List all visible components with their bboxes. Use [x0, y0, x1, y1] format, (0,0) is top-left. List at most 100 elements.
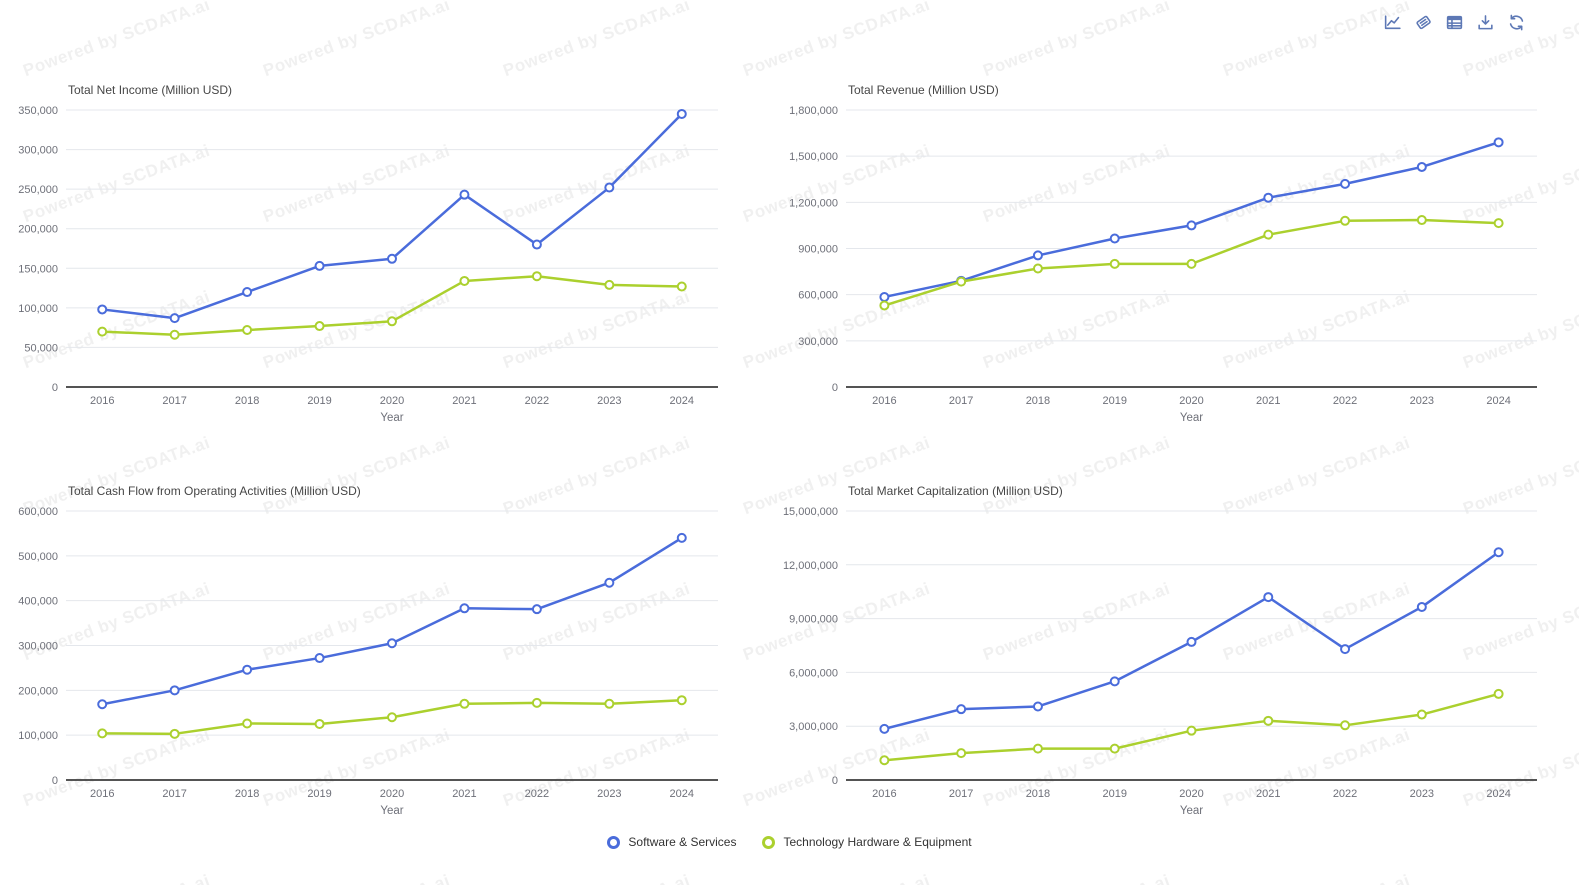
- data-view-icon[interactable]: [1445, 13, 1464, 32]
- data-point[interactable]: [169, 329, 180, 340]
- series-technology-hardware-equipment: [97, 271, 687, 340]
- data-point[interactable]: [387, 712, 397, 723]
- data-point[interactable]: [242, 287, 253, 298]
- legend-label: Technology Hardware & Equipment: [783, 835, 972, 849]
- data-point[interactable]: [97, 728, 108, 739]
- watermark-text: Powered by SCDATA.ai: [1221, 871, 1413, 885]
- chart-text: Year: [380, 805, 403, 817]
- data-point[interactable]: [1493, 218, 1504, 229]
- data-point[interactable]: [676, 532, 687, 543]
- data-point[interactable]: [1340, 178, 1351, 189]
- chart-text: 2022: [1333, 788, 1357, 800]
- data-point[interactable]: [879, 755, 890, 766]
- data-point[interactable]: [387, 316, 397, 327]
- data-point[interactable]: [1263, 592, 1274, 603]
- data-point[interactable]: [1493, 547, 1504, 558]
- data-point[interactable]: [1416, 215, 1427, 226]
- legend-item-technology-hardware-equipment[interactable]: Technology Hardware & Equipment: [762, 835, 972, 849]
- download-icon[interactable]: [1476, 13, 1495, 32]
- data-point[interactable]: [1109, 233, 1120, 244]
- data-point[interactable]: [1109, 743, 1120, 754]
- data-point[interactable]: [604, 698, 615, 709]
- data-point[interactable]: [676, 695, 687, 706]
- data-point[interactable]: [97, 304, 108, 315]
- chart-text: 100,000: [18, 730, 58, 742]
- chart-net-income[interactable]: Total Net Income (Million USD) 0 50,000 100…: [0, 60, 762, 442]
- data-point[interactable]: [1032, 701, 1043, 712]
- chart-text: Total Market Capitalization (Million USD…: [848, 484, 1063, 498]
- data-point[interactable]: [1109, 258, 1120, 269]
- data-point[interactable]: [1109, 676, 1120, 687]
- data-point[interactable]: [1493, 137, 1504, 148]
- data-point[interactable]: [314, 260, 325, 271]
- data-point[interactable]: [676, 281, 687, 292]
- data-point[interactable]: [1416, 161, 1427, 172]
- chart-text: 400,000: [18, 596, 58, 608]
- data-point[interactable]: [459, 189, 470, 200]
- data-point[interactable]: [242, 718, 253, 729]
- data-point[interactable]: [242, 325, 253, 336]
- refresh-icon[interactable]: [1507, 13, 1526, 32]
- data-point[interactable]: [459, 698, 470, 709]
- data-point[interactable]: [1340, 644, 1351, 655]
- chart-text: 0: [52, 382, 58, 394]
- legend-item-software-services[interactable]: Software & Services: [607, 835, 736, 849]
- data-point[interactable]: [1416, 709, 1427, 720]
- data-point[interactable]: [531, 239, 542, 250]
- data-point[interactable]: [1340, 720, 1351, 731]
- x-axis: 2016 2017 2018 2019 2020 2021 2022 2023 2024 Year: [90, 788, 694, 817]
- chart-text: 2017: [949, 788, 973, 800]
- data-point[interactable]: [879, 291, 890, 302]
- data-point[interactable]: [314, 718, 325, 729]
- tag-icon[interactable]: [1414, 13, 1433, 32]
- data-point[interactable]: [1032, 263, 1043, 274]
- chart-text: 900,000: [798, 244, 838, 256]
- chart-cash-flow[interactable]: Total Cash Flow from Operating Activitie…: [0, 458, 762, 840]
- data-point[interactable]: [1493, 688, 1504, 699]
- data-point[interactable]: [459, 275, 470, 286]
- data-point[interactable]: [1186, 725, 1197, 736]
- y-axis: 0 300,000 600,000 900,000 1,200,000 1,500,000…: [789, 105, 1537, 394]
- data-point[interactable]: [1186, 220, 1197, 231]
- data-point[interactable]: [1032, 743, 1043, 754]
- data-point[interactable]: [956, 748, 967, 759]
- data-point[interactable]: [314, 321, 325, 332]
- x-axis: 2016 2017 2018 2019 2020 2021 2022 2023 2024 Year: [872, 788, 1511, 817]
- data-point[interactable]: [169, 728, 180, 739]
- data-point[interactable]: [1186, 258, 1197, 269]
- data-point[interactable]: [531, 271, 542, 282]
- data-point[interactable]: [97, 326, 108, 337]
- chart-text: 2023: [597, 395, 621, 407]
- data-point[interactable]: [1263, 192, 1274, 203]
- data-point[interactable]: [604, 577, 615, 588]
- chart-market-cap[interactable]: Total Market Capitalization (Million USD…: [779, 458, 1561, 840]
- data-point[interactable]: [1032, 250, 1043, 261]
- data-point[interactable]: [387, 253, 397, 264]
- data-point[interactable]: [169, 313, 180, 324]
- data-point[interactable]: [956, 276, 967, 287]
- data-point[interactable]: [1416, 601, 1427, 612]
- data-point[interactable]: [242, 664, 253, 675]
- legend-marker-icon: [607, 835, 621, 849]
- data-point[interactable]: [97, 699, 108, 710]
- data-point[interactable]: [1340, 215, 1351, 226]
- data-point[interactable]: [879, 723, 890, 734]
- data-point[interactable]: [169, 685, 180, 696]
- data-point[interactable]: [1186, 636, 1197, 647]
- data-point[interactable]: [956, 704, 967, 715]
- data-point[interactable]: [604, 182, 615, 193]
- data-point[interactable]: [676, 108, 687, 119]
- data-point[interactable]: [314, 653, 325, 664]
- data-point[interactable]: [459, 603, 470, 614]
- series-software-services: [97, 532, 687, 710]
- data-point[interactable]: [604, 279, 615, 290]
- data-point[interactable]: [387, 638, 397, 649]
- chart-revenue[interactable]: Total Revenue (Million USD) 0 300,000 600,0…: [779, 60, 1561, 442]
- data-point[interactable]: [1263, 229, 1274, 240]
- data-point[interactable]: [1263, 715, 1274, 726]
- data-point[interactable]: [531, 697, 542, 708]
- line-chart-icon[interactable]: [1383, 13, 1402, 32]
- data-point[interactable]: [531, 604, 542, 615]
- data-point[interactable]: [879, 300, 890, 311]
- chart-text: 50,000: [24, 342, 58, 354]
